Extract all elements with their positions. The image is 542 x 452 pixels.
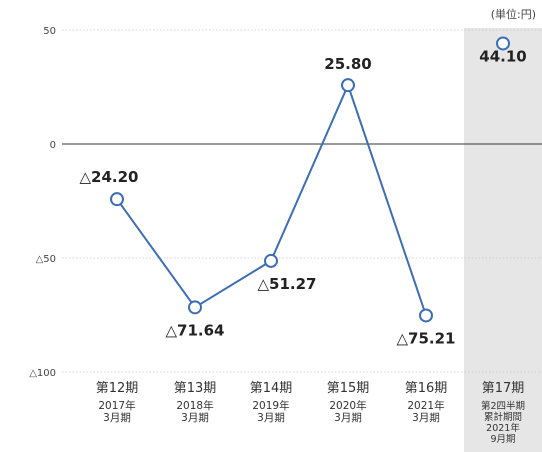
- category-label: 第17期: [482, 381, 525, 396]
- data-point: [110, 192, 124, 207]
- category-label: 第16期: [405, 381, 448, 396]
- category-sublabel: 3月期: [257, 412, 285, 424]
- category-sublabel: 2017年: [98, 399, 135, 412]
- category-sublabel: 3月期: [412, 412, 440, 424]
- y-tick-label: 50: [43, 26, 56, 37]
- category-sublabel: 3月期: [181, 412, 209, 424]
- category-sublabel: 2021年: [486, 422, 520, 434]
- data-label: △75.21: [397, 329, 456, 347]
- category-sublabel: 3月期: [103, 412, 131, 424]
- unit-label: (単位:円): [490, 8, 536, 21]
- data-point: [188, 300, 202, 315]
- category-sublabel: 2018年: [176, 399, 213, 412]
- category-sublabel: 3月期: [334, 412, 362, 424]
- data-label: 44.10: [479, 47, 526, 65]
- data-point: [264, 253, 278, 268]
- data-label: △24.20: [80, 168, 139, 186]
- data-label: 25.80: [324, 55, 371, 73]
- category-sublabel: 累計期間: [484, 411, 522, 423]
- category-sublabel: 2020年: [329, 399, 366, 412]
- data-point: [496, 36, 510, 51]
- category-label: 第12期: [96, 381, 139, 396]
- category-sublabel: 9月期: [490, 434, 515, 445]
- category-label: 第15期: [327, 381, 370, 396]
- y-tick-label: △50: [36, 254, 56, 265]
- highlight-column: [464, 28, 542, 452]
- category-label: 第13期: [174, 381, 217, 396]
- category-sublabel: 2019年: [252, 399, 289, 412]
- data-point: [419, 308, 433, 323]
- category-sublabel: 2021年: [407, 399, 444, 412]
- category-label: 第14期: [250, 381, 293, 396]
- category-sublabel: 第2四半期: [481, 400, 525, 412]
- y-tick-label: 0: [50, 140, 56, 151]
- data-point: [341, 78, 355, 93]
- y-tick-label: △100: [29, 368, 56, 379]
- data-label: △51.27: [258, 275, 317, 293]
- data-label: △71.64: [166, 321, 225, 339]
